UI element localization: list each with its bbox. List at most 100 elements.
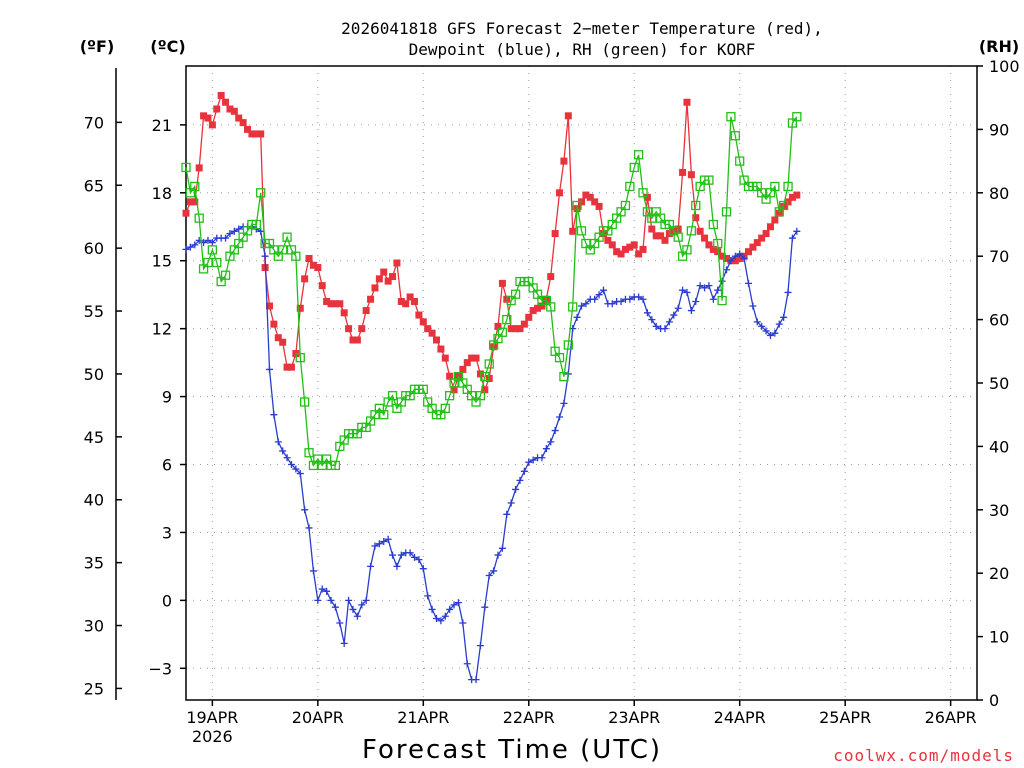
- rh-point: [484, 359, 494, 369]
- dewpoint-point: [397, 551, 405, 559]
- dewpoint-point: [353, 612, 361, 620]
- rh-point: [682, 245, 692, 255]
- temperature-point: [591, 198, 599, 206]
- dewpoint-point: [222, 234, 230, 242]
- dewpoint-point: [599, 286, 607, 294]
- dewpoint-point: [463, 660, 471, 668]
- dewpoint-point: [358, 601, 366, 609]
- dewpoint-point: [573, 313, 581, 321]
- x-tick-label: 22APR: [503, 708, 555, 727]
- temperature-point: [195, 164, 203, 172]
- fahrenheit-tick-label: 65: [84, 176, 104, 195]
- dewpoint-point: [389, 551, 397, 559]
- temperature-point: [230, 107, 238, 115]
- temperature-point: [723, 254, 731, 262]
- dewpoint-point: [367, 562, 375, 570]
- rh-tick-label: 20: [989, 564, 1009, 583]
- dewpoint-line: [185, 226, 798, 681]
- temperature-point: [525, 313, 533, 321]
- dewpoint-point: [503, 510, 511, 518]
- data-series: [181, 91, 802, 684]
- temperature-point: [186, 198, 194, 206]
- dewpoint-point: [771, 329, 779, 337]
- dewpoint-point: [520, 467, 528, 475]
- temperature-point: [415, 311, 423, 319]
- credit-link[interactable]: coolwx.com/models: [833, 746, 1014, 765]
- dewpoint-point: [696, 282, 704, 290]
- dewpoint-point: [692, 297, 700, 305]
- dewpoint-point: [744, 279, 752, 287]
- dewpoint-point: [301, 506, 309, 514]
- rh-point: [673, 232, 683, 242]
- celsius-tick-label: 6: [162, 456, 172, 475]
- celsius-tick-label: 3: [162, 523, 172, 542]
- dewpoint-point: [270, 411, 278, 419]
- rh-point: [572, 200, 582, 211]
- dewpoint-point: [578, 302, 585, 310]
- dewpoint-point: [670, 311, 678, 319]
- temperature-point: [556, 189, 564, 197]
- rh-point: [445, 391, 455, 401]
- dewpoint-point: [327, 596, 335, 604]
- dewpoint-point: [287, 461, 295, 469]
- dewpoint-point: [472, 676, 480, 684]
- temperature-point: [626, 243, 634, 251]
- dewpoint-point: [775, 320, 783, 328]
- temperature-point: [564, 112, 572, 120]
- temperature-point: [586, 193, 594, 201]
- dewpoint-point: [740, 254, 748, 262]
- rh-point: [379, 410, 389, 420]
- dewpoint-point: [736, 250, 744, 258]
- rh-tick-label: 50: [989, 374, 1009, 393]
- dewpoint-point: [459, 619, 467, 627]
- dewpoint-point: [784, 288, 792, 296]
- rh-point: [251, 219, 261, 230]
- dewpoint-point: [318, 585, 326, 593]
- rh-tick-label: 40: [989, 437, 1009, 456]
- dewpoint-point: [309, 567, 317, 575]
- dewpoint-point: [454, 599, 462, 607]
- celsius-tick-label: 18: [152, 184, 172, 203]
- dewpoint-point: [591, 295, 599, 303]
- dewpoint-point: [191, 241, 199, 249]
- temperature-point: [560, 157, 568, 165]
- rh-point: [620, 200, 631, 211]
- temperature-point: [380, 268, 388, 276]
- rh-point: [708, 219, 718, 230]
- dewpoint-point: [208, 239, 216, 247]
- plot-frame: [185, 65, 978, 701]
- dewpoint-point: [296, 470, 304, 478]
- rh-point: [418, 384, 428, 394]
- dewpoint-point: [714, 286, 722, 294]
- rh-point: [282, 232, 292, 242]
- temperature-point: [296, 304, 304, 312]
- dewpoint-point: [323, 587, 331, 595]
- dewpoint-point: [780, 313, 788, 321]
- temperature-point: [362, 307, 370, 315]
- dewpoint-point: [709, 295, 717, 303]
- rh-point: [440, 403, 450, 414]
- dewpoint-point: [556, 413, 564, 421]
- temperature-point: [327, 300, 335, 308]
- temperature-point: [331, 300, 339, 308]
- temperature-point: [648, 225, 656, 233]
- rh-point: [625, 181, 635, 192]
- temperature-point: [692, 214, 700, 222]
- temperature-point: [200, 112, 208, 120]
- temperature-point: [432, 336, 440, 344]
- rh-point: [554, 352, 565, 363]
- dewpoint-point: [424, 592, 432, 600]
- rh-tick-label: 60: [989, 311, 1009, 330]
- temperature-point: [397, 297, 405, 305]
- x-tick-label: 23APR: [608, 708, 660, 727]
- fahrenheit-tick-label: 55: [84, 302, 104, 321]
- temperature-point: [384, 277, 392, 285]
- dewpoint-point: [679, 286, 687, 294]
- temperature-point: [283, 363, 291, 371]
- dewpoint-point: [415, 556, 423, 564]
- rh-point: [704, 175, 714, 185]
- dewpoint-point: [450, 601, 458, 609]
- rh-point: [792, 112, 802, 122]
- rh-point: [207, 245, 218, 255]
- dewpoint-point: [758, 322, 766, 330]
